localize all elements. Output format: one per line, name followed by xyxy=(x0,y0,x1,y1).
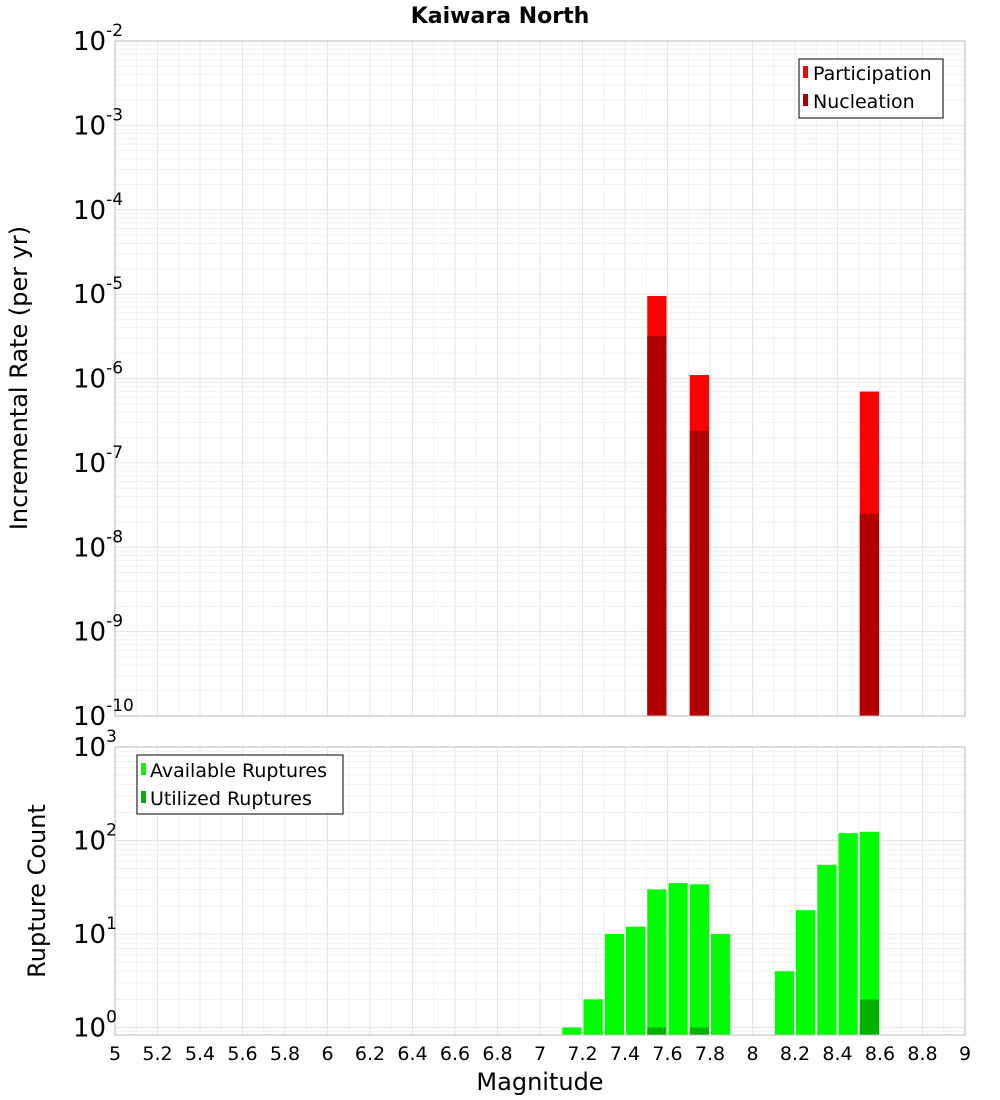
bottom-y-ticks: 100 101 102 103 xyxy=(73,727,117,1044)
x-tick-labels: 5 5.2 5.4 5.6 5.8 6 6.2 6.4 6.6 6.8 7 7.2 7.4 7.6 7.8 8… xyxy=(109,1043,971,1065)
legend-swatch-nucleation xyxy=(803,94,808,106)
bottom-bar-utilized-ruptures xyxy=(689,1027,709,1035)
top-y-tick-label: 10-7 xyxy=(73,443,123,479)
legend-label-utilized-ruptures: Utilized Ruptures xyxy=(150,788,312,810)
x-tick-label: 8.6 xyxy=(865,1043,895,1065)
legend-swatch-utilized-ruptures xyxy=(141,791,146,803)
bottom-y-axis-label: Rupture Count xyxy=(23,804,51,978)
bottom-y-tick-label: 100 xyxy=(73,1008,117,1044)
top-y-tick-label: 10-10 xyxy=(73,696,134,732)
x-tick-label: 6.8 xyxy=(482,1043,512,1065)
x-tick-label: 8.4 xyxy=(822,1043,852,1065)
chart-title: Kaiwara North xyxy=(411,4,590,29)
top-y-axis-label: Incremental Rate (per yr) xyxy=(5,226,33,530)
legend-label-participation: Participation xyxy=(813,63,932,85)
x-tick-label: 7.8 xyxy=(695,1043,725,1065)
legend-label-nucleation: Nucleation xyxy=(813,91,915,113)
top-y-ticks: 10-10 10-9 10-8 10-7 10-6 10-5 10-4 10-3 10-2 xyxy=(73,21,134,732)
x-tick-label: 5.2 xyxy=(142,1043,172,1065)
bottom-bar-available-ruptures xyxy=(774,971,794,1035)
x-axis-label: Magnitude xyxy=(476,1068,603,1096)
bottom-bar-available-ruptures xyxy=(562,1027,582,1035)
bottom-bar-available-ruptures xyxy=(817,864,837,1035)
top-gridlines xyxy=(114,40,966,717)
bottom-legend-box xyxy=(136,754,344,815)
top-bar-nucleation xyxy=(647,335,667,716)
x-tick-label: 8.2 xyxy=(780,1043,810,1065)
x-tick-label: 9 xyxy=(959,1043,971,1065)
x-tick-label: 6.2 xyxy=(355,1043,385,1065)
top-y-tick-label: 10-3 xyxy=(73,105,123,141)
bottom-bar-available-ruptures xyxy=(711,934,731,1035)
bottom-bar-available-ruptures xyxy=(859,831,879,1035)
legend-swatch-participation xyxy=(803,66,808,78)
top-legend-box xyxy=(798,58,944,119)
x-tick-label: 8 xyxy=(746,1043,758,1065)
top-legend: Participation Nucleation xyxy=(798,58,944,119)
x-tick-label: 7.6 xyxy=(652,1043,682,1065)
bottom-bars xyxy=(562,831,879,1035)
bottom-y-tick-label: 103 xyxy=(73,727,117,763)
bottom-bar-available-ruptures xyxy=(604,934,624,1035)
top-y-tick-label: 10-6 xyxy=(73,359,123,395)
bottom-y-tick-label: 101 xyxy=(73,914,117,950)
bottom-bar-available-ruptures xyxy=(647,889,667,1035)
x-tick-label: 7.4 xyxy=(610,1043,640,1065)
x-tick-label: 5.6 xyxy=(227,1043,257,1065)
bottom-plot-frame xyxy=(114,746,966,1036)
x-tick-label: 5 xyxy=(109,1043,121,1065)
bottom-bar-available-ruptures xyxy=(668,883,688,1035)
legend-swatch-available-ruptures xyxy=(141,763,146,775)
top-y-tick-label: 10-5 xyxy=(73,274,123,310)
bottom-bar-available-ruptures xyxy=(838,833,858,1035)
x-tick-label: 7.2 xyxy=(567,1043,597,1065)
bottom-bar-utilized-ruptures xyxy=(859,999,879,1035)
top-panel: 10-10 10-9 10-8 10-7 10-6 10-5 10-4 10-3 10-2 In… xyxy=(5,21,966,732)
bottom-bar-available-ruptures xyxy=(689,884,709,1035)
legend-label-available-ruptures: Available Ruptures xyxy=(150,760,327,782)
bottom-bar-available-ruptures xyxy=(626,926,646,1035)
top-y-tick-label: 10-4 xyxy=(73,190,123,226)
bottom-bar-available-ruptures xyxy=(796,910,816,1035)
top-bars xyxy=(647,296,879,716)
x-tick-label: 6.6 xyxy=(440,1043,470,1065)
bottom-y-tick-label: 102 xyxy=(73,821,117,857)
top-bar-nucleation xyxy=(859,513,879,716)
top-y-tick-label: 10-2 xyxy=(73,21,123,57)
x-tick-label: 6 xyxy=(321,1043,333,1065)
x-tick-label: 5.4 xyxy=(185,1043,215,1065)
top-bar-nucleation xyxy=(689,430,709,716)
x-tick-label: 5.8 xyxy=(270,1043,300,1065)
bottom-bar-available-ruptures xyxy=(583,999,603,1035)
bottom-bar-utilized-ruptures xyxy=(647,1027,667,1035)
x-tick-label: 7 xyxy=(534,1043,546,1065)
top-y-tick-label: 10-8 xyxy=(73,527,123,563)
bottom-legend: Available Ruptures Utilized Ruptures xyxy=(136,754,344,815)
x-tick-label: 8.8 xyxy=(907,1043,937,1065)
bottom-panel: 100 101 102 103 5 5.2 5.4 5.6 5.8 6 6.2 6.4 6.6 6.8 7… xyxy=(23,727,971,1096)
x-tick-label: 6.4 xyxy=(397,1043,427,1065)
top-y-tick-label: 10-9 xyxy=(73,612,123,648)
top-plot-frame xyxy=(114,40,966,717)
